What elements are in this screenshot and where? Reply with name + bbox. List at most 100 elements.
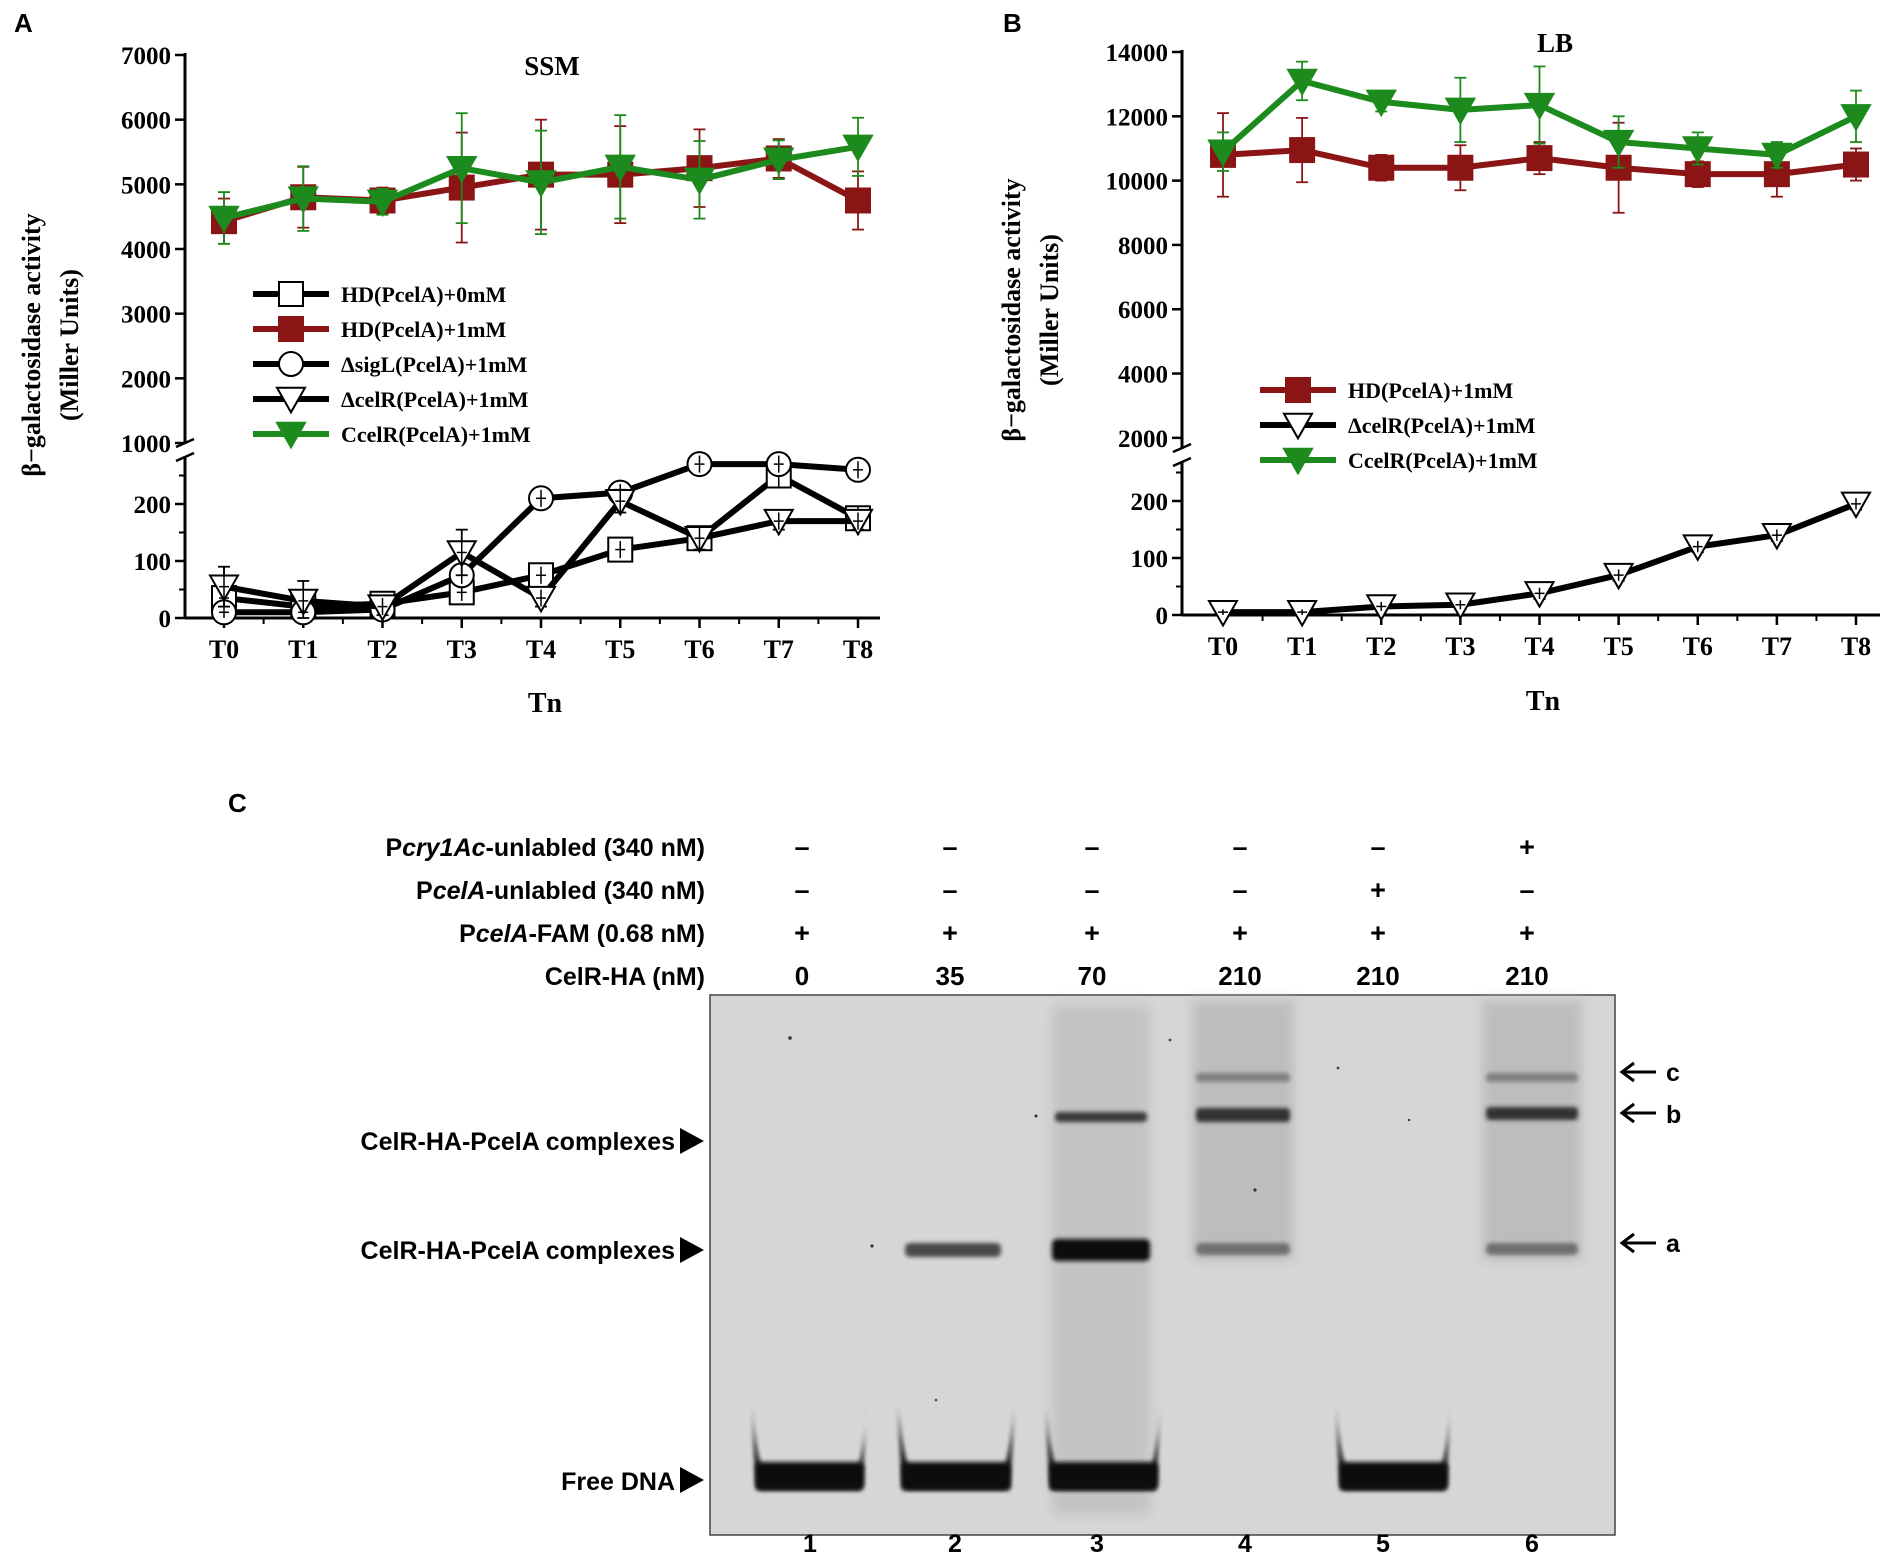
data-point [1602, 129, 1635, 158]
y-tick-label: 7000 [121, 43, 171, 70]
condition-label-italic: celA [476, 920, 529, 948]
chart-a-title: SSM [524, 51, 580, 81]
condition-value: + [1232, 918, 1248, 948]
condition-label: PcelA-unlabled (340 nM) [416, 877, 705, 905]
legend-marker [278, 316, 304, 342]
lane-number: 4 [1238, 1530, 1252, 1557]
chart-b-ylabel-2: (Miller Units) [1035, 234, 1064, 386]
x-tick-label: T7 [1762, 632, 1792, 661]
x-tick-label: T2 [367, 635, 397, 664]
chart-b-title: LB [1537, 28, 1573, 58]
condition-value: + [942, 918, 958, 948]
condition-value: 0 [795, 961, 809, 991]
data-point [604, 154, 636, 183]
chart-a: SSM β−galactosidase activity (Miller Uni… [17, 43, 880, 719]
x-tick-label: T8 [843, 635, 873, 664]
condition-value: – [942, 832, 957, 862]
x-tick-label: T1 [1287, 632, 1317, 661]
x-tick-label: T3 [447, 635, 477, 664]
series-1 [1207, 491, 1872, 628]
data-point [1289, 137, 1316, 164]
complex-label-upper: CelR-HA-PcelA complexes [361, 1128, 675, 1156]
gel-lane-numbers: 1 2 3 4 5 6 [803, 1530, 1539, 1557]
free-dna-lane-5-core [1340, 1462, 1448, 1490]
condition-label-prefix: CelR-HA (nM) [545, 963, 705, 991]
y-tick-label: 3000 [121, 302, 171, 329]
condition-value: + [1519, 918, 1535, 948]
data-point [287, 186, 319, 214]
arrow-a-head [1619, 1232, 1635, 1254]
x-tick-label: T4 [526, 635, 556, 664]
legend-marker [1282, 447, 1314, 476]
y-tick-label: 4000 [1118, 362, 1168, 389]
legend-marker [1282, 412, 1314, 441]
condition-value: – [1232, 832, 1247, 862]
y-tick-label: 14000 [1106, 40, 1169, 67]
condition-label: CelR-HA (nM) [545, 963, 705, 991]
condition-label-suffix: -FAM (0.68 nM) [529, 920, 705, 948]
data-point [683, 167, 716, 196]
condition-value: + [794, 918, 810, 948]
lane-4-smear [1192, 1000, 1294, 1260]
data-point [1368, 154, 1395, 181]
condition-label-italic: cry1Ac [402, 834, 485, 862]
band-b-lane-4 [1196, 1108, 1290, 1122]
data-point [1684, 161, 1711, 188]
y-tick-label: 6000 [121, 108, 171, 135]
gel-conditions: Pcry1Ac-unlabled (340 nM) – – – – – + PcelA-unl… [385, 832, 1548, 991]
condition-value: – [1084, 832, 1099, 862]
band-c-lane-4 [1196, 1073, 1290, 1082]
speck [788, 1036, 792, 1040]
lane-6-smear [1482, 1000, 1582, 1260]
axis-break-mark [1172, 456, 1192, 468]
panel-label-b: B [1003, 8, 1022, 38]
panel-label-a: A [14, 8, 33, 38]
y-tick-label: 6000 [1118, 297, 1168, 324]
data-point [1286, 68, 1318, 97]
data-point [1365, 89, 1397, 118]
axis-break-mark [175, 451, 195, 463]
data-point [1444, 97, 1477, 126]
x-tick-label: T8 [1841, 632, 1871, 661]
gel-right-labels: c b a [1619, 1059, 1681, 1258]
data-point [1605, 154, 1632, 181]
chart-b-ylabel-1: β−galactosidase activity [997, 178, 1026, 441]
condition-label-prefix: P [459, 920, 476, 948]
x-tick-label: T5 [1603, 632, 1633, 661]
y-tick-label: 12000 [1106, 104, 1169, 131]
gel-image [709, 994, 1616, 1536]
series-2 [1207, 60, 1872, 172]
legend-label: ΔsigL(PcelA)+1mM [341, 352, 528, 377]
lane-number: 5 [1376, 1530, 1390, 1557]
condition-label-suffix: -unlabled (340 nM) [486, 834, 705, 862]
condition-value: 35 [936, 961, 965, 991]
condition-value: 210 [1356, 961, 1399, 991]
band-label-c: c [1666, 1059, 1680, 1087]
chart-a-axes: 1000 2000 3000 4000 5000 6000 7000 0 100 200 T0 T1 T… [121, 43, 880, 664]
arrowhead-upper [680, 1128, 704, 1154]
data-point [763, 147, 795, 176]
axis-break-mark [1172, 442, 1192, 454]
y-tick-label: 4000 [121, 237, 171, 264]
legend-label: HD(PcelA)+1mM [1348, 378, 1513, 403]
y-tick-label: 2000 [1118, 426, 1168, 453]
complex-label-lower: CelR-HA-PcelA complexes [361, 1237, 675, 1265]
band-b-lane-3 [1055, 1112, 1147, 1122]
gel-left-labels: CelR-HA-PcelA complexes CelR-HA-PcelA co… [361, 1128, 704, 1496]
y-tick-label: 200 [134, 492, 172, 519]
speck [1168, 1038, 1172, 1042]
data-point [1761, 142, 1793, 171]
x-tick-label: T3 [1445, 632, 1475, 661]
arrowhead-lower [680, 1237, 704, 1263]
condition-label-prefix: P [385, 834, 402, 862]
x-tick-label: T0 [209, 635, 239, 664]
legend-marker [278, 351, 304, 377]
data-point [1447, 154, 1474, 181]
gel-background [709, 994, 1616, 1536]
chart-b-legend: HD(PcelA)+1mM ΔcelR(PcelA)+1mM CcelR(PcelA… [1260, 377, 1538, 476]
lane-number: 1 [803, 1530, 817, 1557]
condition-value: – [1370, 832, 1385, 862]
series-3 [208, 488, 874, 622]
condition-value: – [942, 875, 957, 905]
condition-value: – [794, 832, 809, 862]
